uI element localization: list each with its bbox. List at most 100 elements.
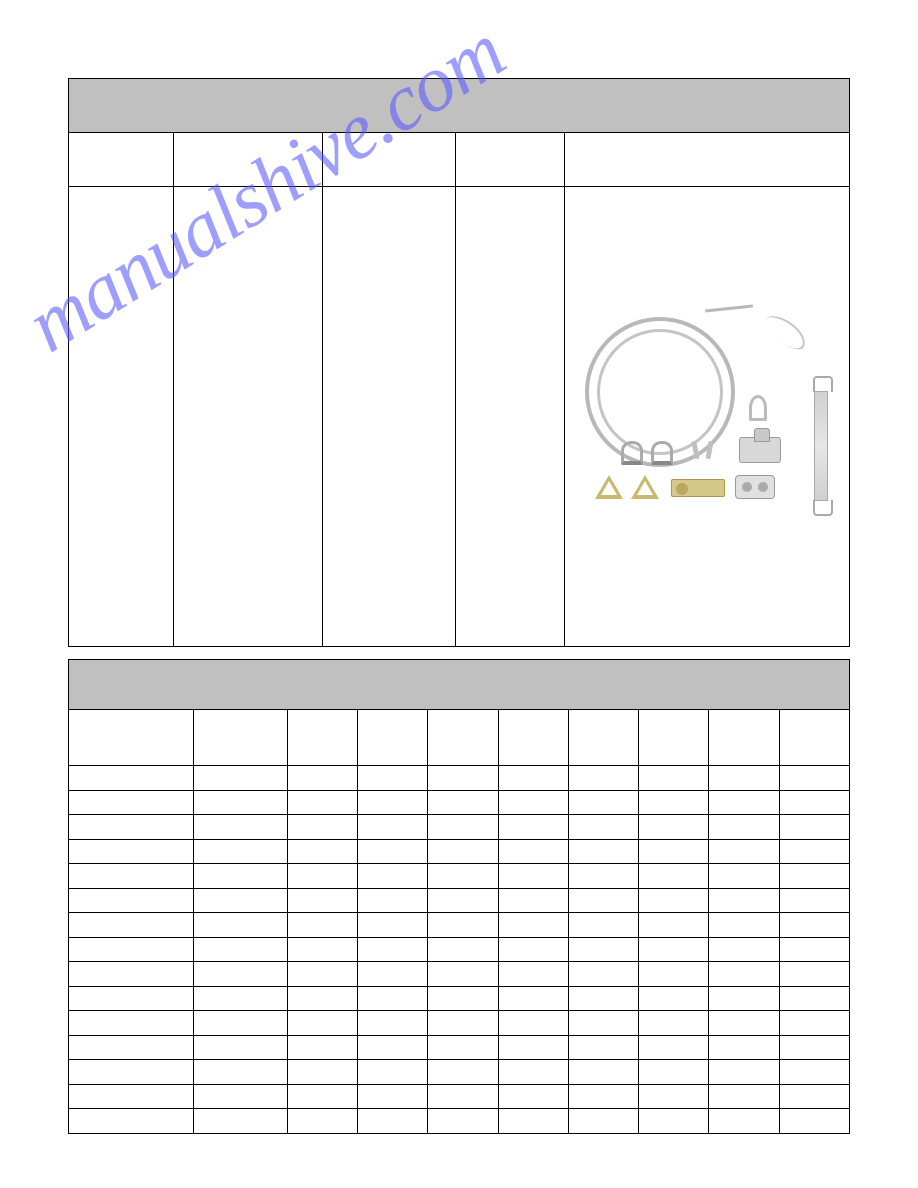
cell [193,1060,287,1085]
cell [428,1060,498,1085]
table-row [69,913,850,938]
cell [287,1109,357,1134]
cell [639,766,709,791]
table1-body-row [69,187,850,647]
cell [69,864,194,889]
cell [287,815,357,840]
cell [357,1035,427,1060]
cell [498,1109,568,1134]
cell [69,962,194,987]
cell [428,937,498,962]
cell [639,815,709,840]
table1-body-c1 [69,187,174,647]
product-image [571,299,836,519]
cell [639,1060,709,1085]
cell [428,1011,498,1036]
cell [357,986,427,1011]
cell [779,1109,849,1134]
cable-loop-icon [759,309,811,355]
table1-header-c3 [322,133,455,187]
cell [709,766,779,791]
cell [568,864,638,889]
cell [193,888,287,913]
cell [193,1011,287,1036]
table-row [69,962,850,987]
cell [639,790,709,815]
cell [69,1011,194,1036]
cell [779,790,849,815]
cell [357,962,427,987]
cell [639,1084,709,1109]
table2-header-d9 [709,710,779,766]
cell [193,962,287,987]
cell [779,962,849,987]
cell [357,864,427,889]
cell [428,766,498,791]
cell [357,839,427,864]
cell [193,1035,287,1060]
cell [779,1011,849,1036]
cell [568,766,638,791]
cell [498,839,568,864]
cell [69,986,194,1011]
cell [287,937,357,962]
table-row [69,766,850,791]
bolts-icon [689,441,721,461]
cell [357,913,427,938]
table1-title-row [69,79,850,133]
clamp-icon [671,479,725,497]
cell [779,1035,849,1060]
table-row [69,888,850,913]
cell [428,913,498,938]
cell [498,766,568,791]
cell [568,790,638,815]
cell [193,815,287,840]
table-row [69,864,850,889]
cell [498,815,568,840]
cell [568,815,638,840]
table2-header-d4 [357,710,427,766]
cell [568,1084,638,1109]
cell [357,815,427,840]
cell [568,913,638,938]
cell [498,1060,568,1085]
table1-header-c1 [69,133,174,187]
table-row [69,815,850,840]
table2-header-d10 [779,710,849,766]
cell [639,1109,709,1134]
shackle-icon [621,441,643,465]
table-row [69,1084,850,1109]
glider-icon [735,475,775,499]
table1-body-c3 [322,187,455,647]
cell [779,913,849,938]
table-row [69,790,850,815]
table1-header-c5 [564,133,849,187]
cell [498,1084,568,1109]
cell [709,1084,779,1109]
cell [428,1084,498,1109]
cell [287,962,357,987]
cell [639,888,709,913]
table1-header-row [69,133,850,187]
cell [709,1109,779,1134]
table2-header-d7 [568,710,638,766]
table2-header-d1 [69,710,194,766]
cell [287,913,357,938]
cell [709,815,779,840]
cell [193,790,287,815]
table1-body-c5 [564,187,849,647]
cell [639,937,709,962]
cell [709,864,779,889]
table-row [69,1035,850,1060]
table-row [69,1011,850,1036]
cell [428,839,498,864]
cell [69,839,194,864]
cell [69,888,194,913]
cable-end-icon [705,304,753,312]
cell [498,962,568,987]
cell [428,1035,498,1060]
cell [428,962,498,987]
table-row [69,986,850,1011]
cell [709,839,779,864]
cell [193,1109,287,1134]
